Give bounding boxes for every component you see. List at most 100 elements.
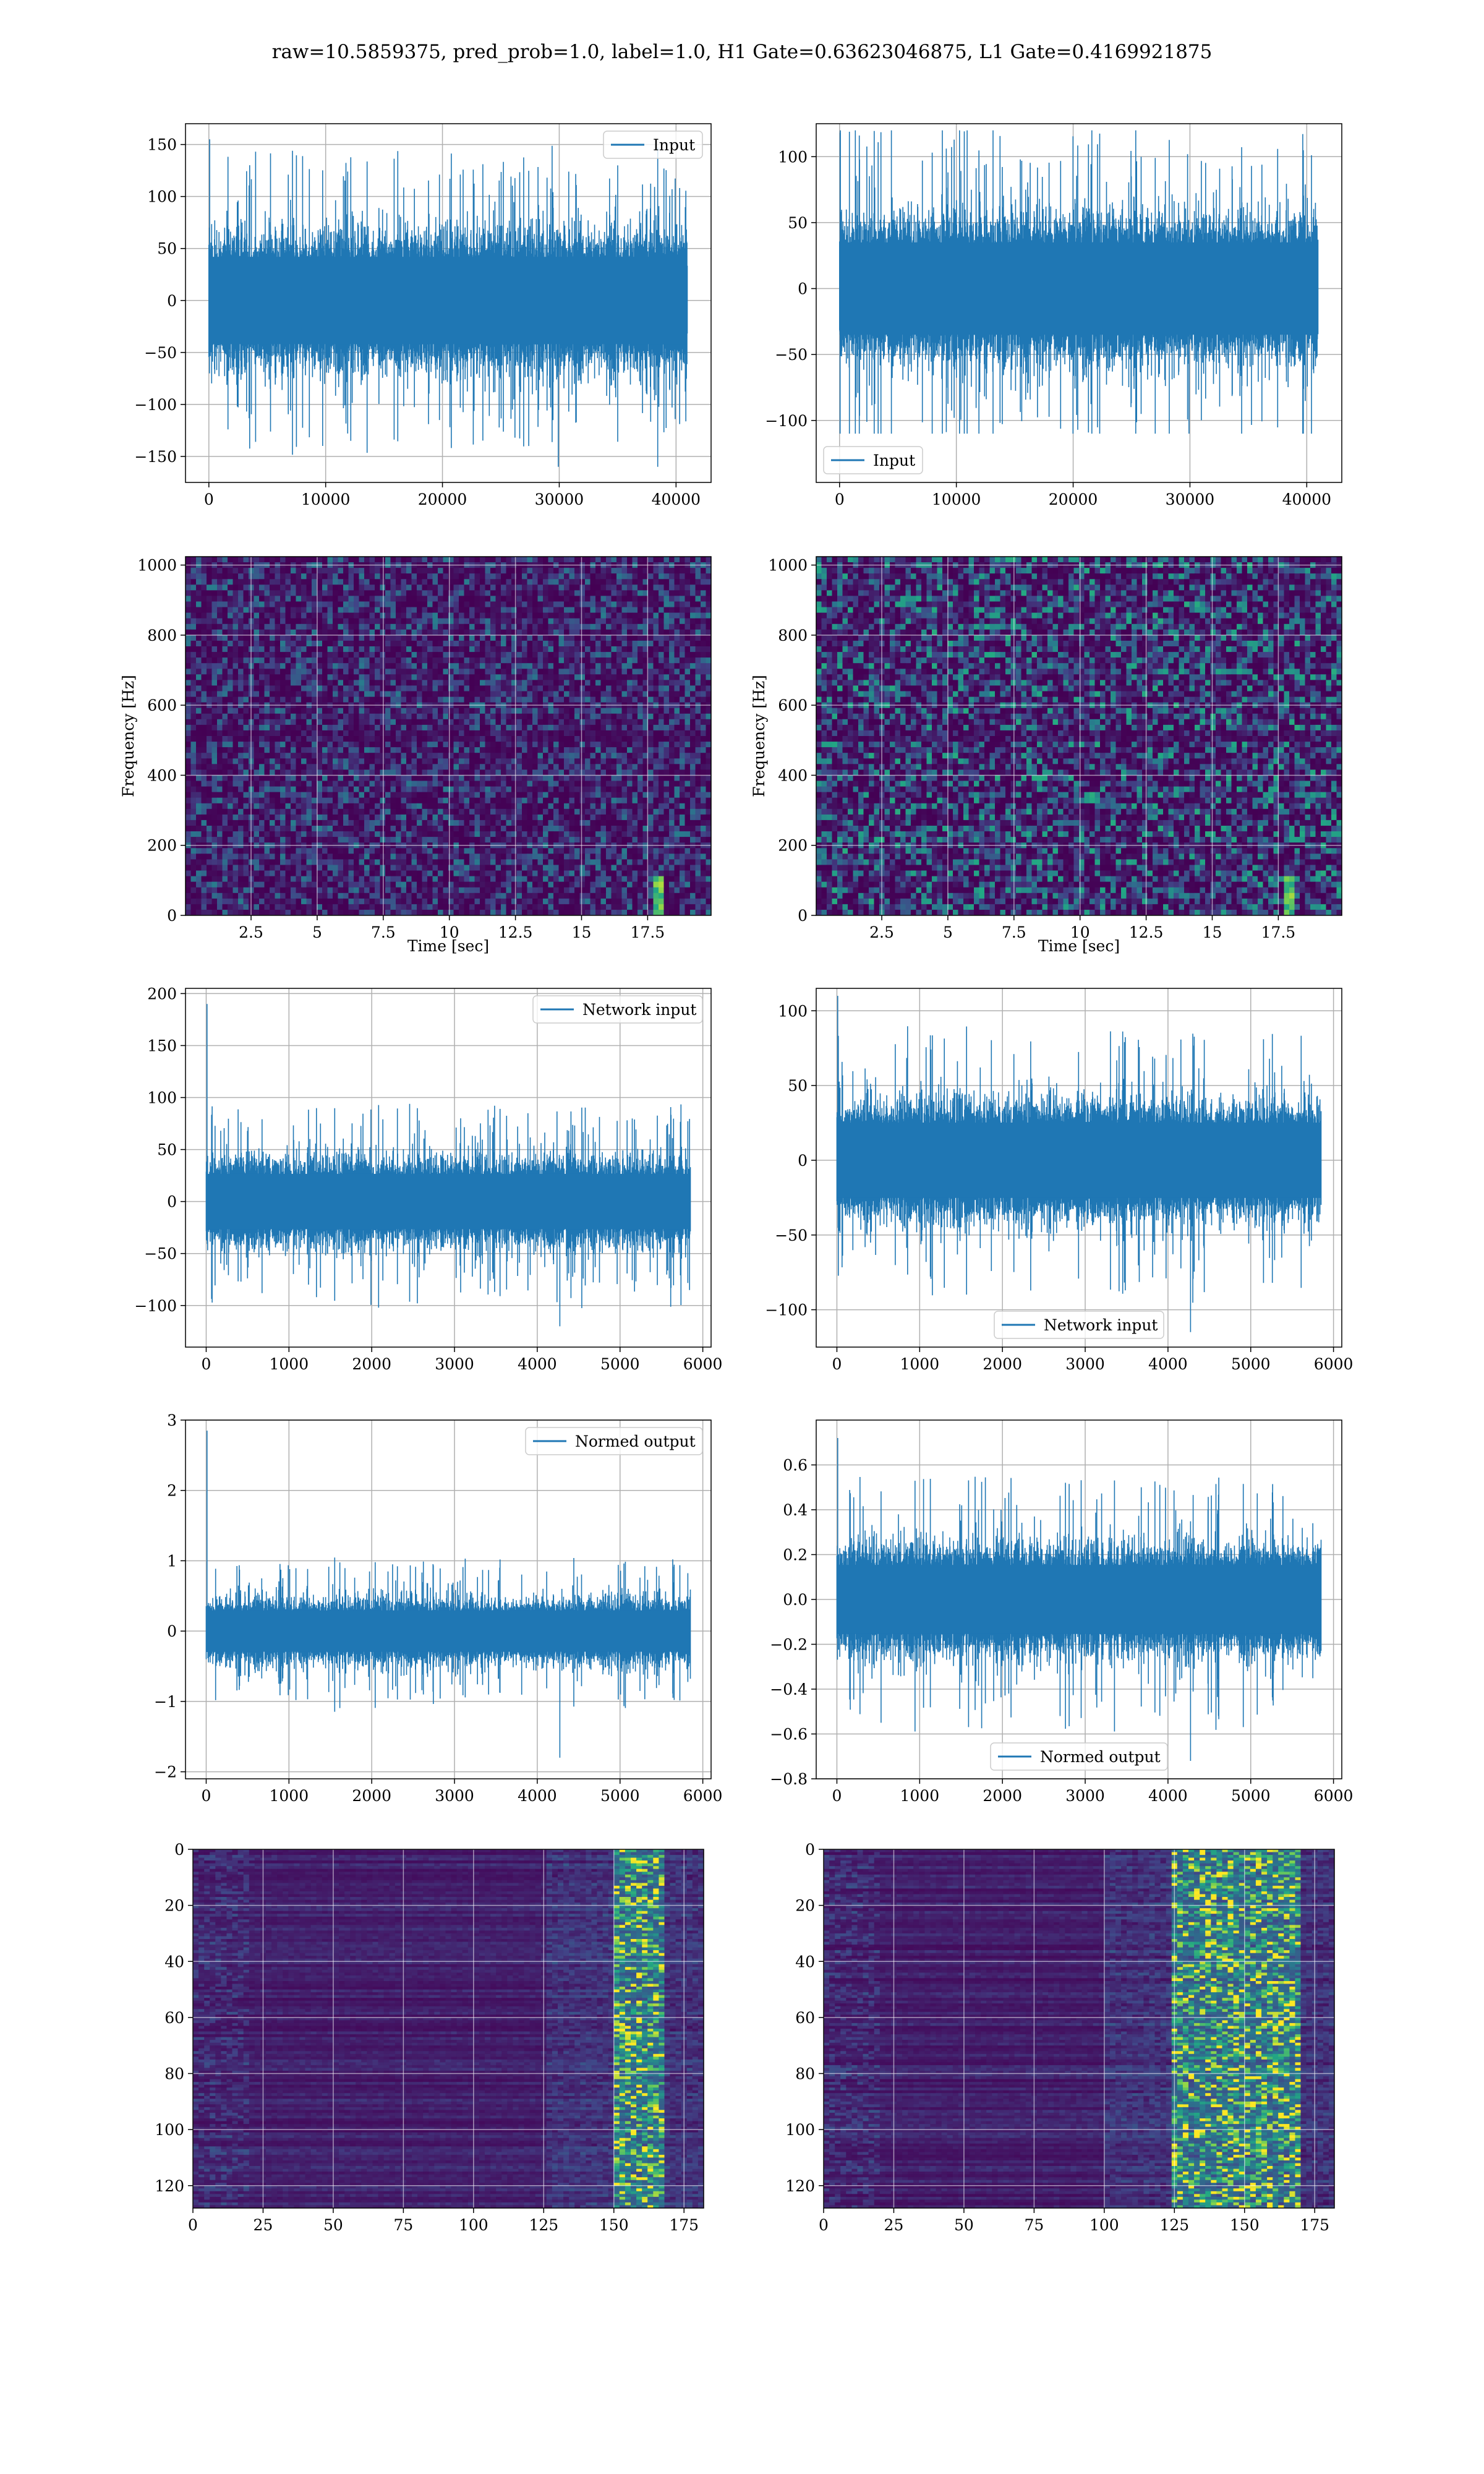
heatmap-cell bbox=[469, 820, 475, 826]
heatmap-cell bbox=[606, 652, 612, 658]
heatmap-cell bbox=[222, 736, 228, 742]
heatmap-cell bbox=[642, 792, 649, 798]
heatmap-cell bbox=[632, 669, 638, 675]
heatmap-cell bbox=[501, 730, 507, 737]
heatmap-cell bbox=[406, 618, 412, 625]
heatmap-cell bbox=[385, 814, 391, 821]
heatmap-cell bbox=[190, 635, 197, 641]
heatmap-cell bbox=[532, 753, 539, 759]
heatmap-cell bbox=[653, 607, 659, 614]
heatmap-cell bbox=[322, 814, 328, 821]
heatmap-cell bbox=[537, 747, 544, 753]
heatmap-cell bbox=[228, 584, 234, 591]
heatmap-cell bbox=[443, 657, 449, 664]
heatmap-cell bbox=[695, 590, 701, 597]
heatmap-cell bbox=[543, 713, 549, 720]
heatmap-cell bbox=[469, 584, 475, 591]
heatmap-cell bbox=[422, 590, 428, 597]
heatmap-cell bbox=[558, 814, 565, 821]
heatmap-cell bbox=[516, 573, 522, 580]
heatmap-cell bbox=[511, 736, 518, 742]
heatmap-cell bbox=[511, 657, 518, 664]
heatmap-cell bbox=[590, 719, 596, 726]
heatmap-cell bbox=[375, 680, 381, 687]
heatmap-cell bbox=[422, 652, 428, 658]
heatmap-cell bbox=[448, 646, 454, 653]
heatmap-cell bbox=[701, 724, 707, 731]
heatmap-cell bbox=[207, 635, 213, 641]
heatmap-cell bbox=[674, 568, 680, 574]
heatmap-cell bbox=[611, 652, 617, 658]
heatmap-cell bbox=[684, 730, 691, 737]
heatmap-cell bbox=[270, 730, 276, 737]
heatmap-cell bbox=[285, 640, 291, 647]
heatmap-cell bbox=[333, 713, 339, 720]
heatmap-cell bbox=[459, 612, 465, 619]
heatmap-cell bbox=[706, 792, 711, 798]
heatmap-cell bbox=[516, 786, 522, 793]
heatmap-cell bbox=[432, 657, 438, 664]
heatmap-cell bbox=[616, 568, 623, 574]
heatmap-cell bbox=[275, 814, 281, 821]
heatmap-cell bbox=[706, 601, 711, 608]
heatmap-cell bbox=[638, 573, 644, 580]
heatmap-cell bbox=[254, 753, 260, 759]
heatmap-cell bbox=[385, 685, 391, 692]
heatmap-cell bbox=[469, 607, 475, 614]
heatmap-cell bbox=[585, 803, 591, 810]
heatmap-cell bbox=[600, 708, 607, 714]
heatmap-cell bbox=[280, 803, 286, 810]
heatmap-cell bbox=[506, 623, 512, 630]
heatmap-cell bbox=[443, 826, 449, 832]
heatmap-cell bbox=[443, 736, 449, 742]
heatmap-cell bbox=[422, 685, 428, 692]
heatmap-cell bbox=[217, 623, 223, 630]
heatmap-cell bbox=[222, 557, 228, 563]
heatmap-cell bbox=[306, 652, 312, 658]
heatmap-cell bbox=[695, 742, 701, 748]
heatmap-cell bbox=[280, 808, 286, 815]
heatmap-cell bbox=[595, 719, 602, 726]
heatmap-cell bbox=[474, 646, 480, 653]
heatmap-cell bbox=[495, 618, 501, 625]
heatmap-cell bbox=[495, 736, 501, 742]
heatmap-cell bbox=[585, 769, 591, 776]
heatmap-cell bbox=[495, 612, 501, 619]
heatmap-cell bbox=[254, 758, 260, 764]
heatmap-cell bbox=[254, 792, 260, 798]
heatmap-cell bbox=[632, 719, 638, 726]
heatmap-cell bbox=[343, 612, 349, 619]
heatmap-cell bbox=[354, 674, 360, 680]
heatmap-cell bbox=[558, 590, 565, 597]
heatmap-cell bbox=[627, 730, 633, 737]
heatmap-cell bbox=[527, 579, 533, 585]
heatmap-cell bbox=[385, 736, 391, 742]
heatmap-cell bbox=[228, 601, 234, 608]
heatmap-cell bbox=[527, 724, 533, 731]
heatmap-cell bbox=[453, 657, 459, 664]
heatmap-cell bbox=[196, 736, 202, 742]
heatmap-cell bbox=[207, 640, 213, 647]
heatmap-cell bbox=[684, 736, 691, 742]
heatmap-cell bbox=[390, 696, 396, 703]
heatmap-cell bbox=[595, 820, 602, 826]
heatmap-cell bbox=[516, 584, 522, 591]
heatmap-cell bbox=[600, 736, 607, 742]
heatmap-cell bbox=[543, 674, 549, 680]
heatmap-cell bbox=[401, 736, 407, 742]
heatmap-cell bbox=[511, 601, 518, 608]
heatmap-cell bbox=[343, 573, 349, 580]
heatmap-cell bbox=[448, 736, 454, 742]
heatmap-cell bbox=[312, 775, 318, 782]
heatmap-cell bbox=[495, 713, 501, 720]
heatmap-cell bbox=[348, 696, 354, 703]
heatmap-cell bbox=[270, 623, 276, 630]
heatmap-cell bbox=[427, 618, 433, 625]
heatmap-cell bbox=[390, 742, 396, 748]
heatmap-cell bbox=[632, 781, 638, 787]
heatmap-cell bbox=[595, 680, 602, 687]
heatmap-cell bbox=[579, 652, 586, 658]
heatmap-cell bbox=[506, 769, 512, 776]
heatmap-cell bbox=[296, 557, 302, 563]
heatmap-cell bbox=[616, 635, 623, 641]
